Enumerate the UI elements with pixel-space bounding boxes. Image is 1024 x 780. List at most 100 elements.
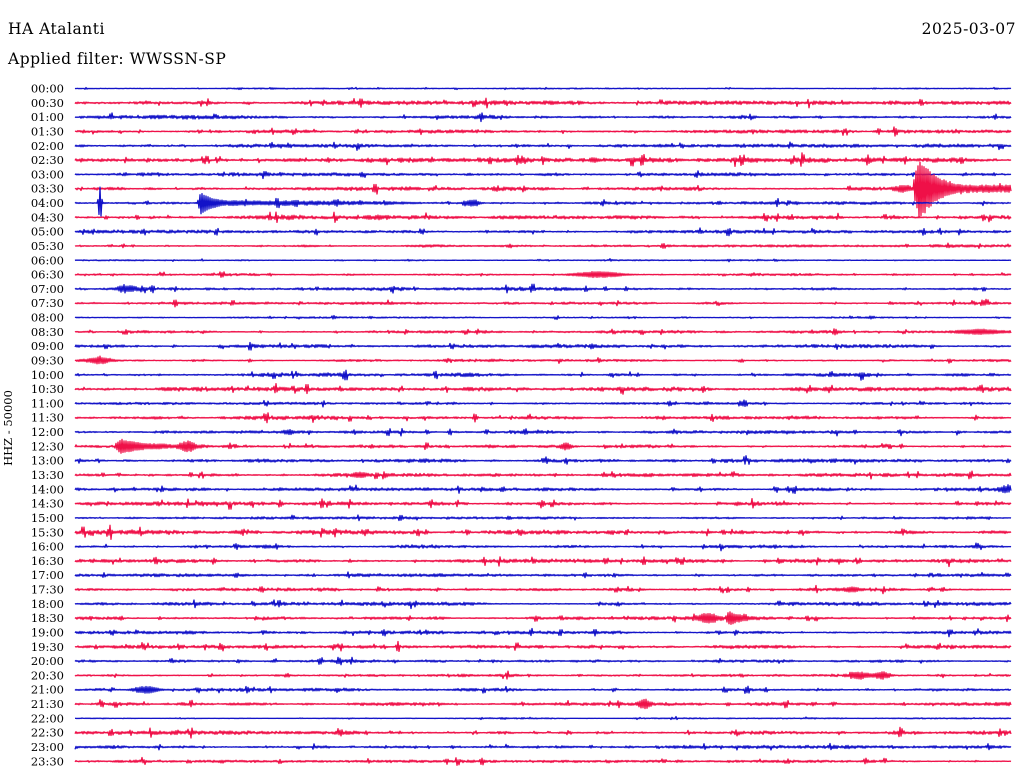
trace-16:00	[74, 542, 1012, 552]
trace-07:30	[74, 298, 1012, 308]
trace-05:30	[74, 242, 1012, 249]
time-label-01:30: 01:30	[31, 124, 64, 138]
time-label-08:30: 08:30	[31, 325, 64, 339]
time-label-20:30: 20:30	[31, 668, 64, 682]
time-label-23:30: 23:30	[31, 754, 64, 768]
trace-18:30	[74, 611, 1012, 625]
header: HA Atalanti 2025-03-07	[8, 20, 1016, 40]
time-label-17:00: 17:00	[31, 568, 64, 582]
trace-21:30	[74, 698, 1012, 710]
time-label-10:30: 10:30	[31, 382, 64, 396]
trace-23:30	[74, 756, 1012, 766]
trace-17:30	[74, 584, 1012, 595]
time-label-04:00: 04:00	[31, 196, 64, 210]
time-label-07:30: 07:30	[31, 296, 64, 310]
time-label-11:00: 11:00	[31, 396, 64, 410]
station-title: HA Atalanti	[8, 20, 105, 38]
trace-12:00	[74, 427, 1012, 437]
trace-06:30	[74, 271, 1012, 279]
trace-03:30	[74, 161, 1012, 219]
trace-13:30	[74, 470, 1012, 480]
trace-23:00	[74, 742, 1012, 751]
trace-rows	[74, 86, 1012, 766]
trace-13:00	[74, 455, 1012, 465]
trace-22:30	[74, 726, 1012, 739]
trace-10:30	[74, 382, 1012, 395]
time-label-08:00: 08:00	[31, 311, 64, 325]
time-label-15:30: 15:30	[31, 525, 64, 539]
trace-17:00	[74, 571, 1012, 579]
time-label-13:00: 13:00	[31, 454, 64, 468]
time-label-21:00: 21:00	[31, 683, 64, 697]
trace-04:00	[74, 186, 1012, 217]
trace-15:30	[74, 524, 1012, 540]
time-label-12:30: 12:30	[31, 439, 64, 453]
trace-20:30	[74, 670, 1012, 680]
trace-18:00	[74, 599, 1012, 610]
time-label-05:30: 05:30	[31, 239, 64, 253]
time-label-16:00: 16:00	[31, 540, 64, 554]
time-label-19:00: 19:00	[31, 626, 64, 640]
trace-02:30	[74, 152, 1012, 168]
trace-08:00	[74, 314, 1012, 321]
time-label-00:30: 00:30	[31, 96, 64, 110]
filter-label: Applied filter: WWSSN-SP	[8, 50, 227, 68]
time-label-11:30: 11:30	[31, 411, 64, 425]
trace-16:30	[74, 556, 1012, 568]
time-label-05:00: 05:00	[31, 225, 64, 239]
trace-22:00	[74, 715, 1012, 721]
time-label-19:30: 19:30	[31, 640, 64, 654]
time-label-02:30: 02:30	[31, 153, 64, 167]
trace-19:30	[74, 640, 1012, 653]
date-label: 2025-03-07	[921, 20, 1016, 38]
trace-08:30	[74, 328, 1012, 336]
trace-06:00	[74, 258, 1012, 263]
trace-10:00	[74, 369, 1012, 381]
time-labels: 00:0000:3001:0001:3002:0002:3003:0003:30…	[31, 82, 64, 769]
time-label-01:00: 01:00	[31, 110, 64, 124]
trace-01:30	[74, 126, 1012, 137]
time-label-15:00: 15:00	[31, 511, 64, 525]
trace-19:00	[74, 627, 1012, 638]
time-label-03:00: 03:00	[31, 167, 64, 181]
time-label-06:00: 06:00	[31, 253, 64, 267]
time-label-10:00: 10:00	[31, 368, 64, 382]
trace-00:00	[74, 86, 1012, 91]
trace-03:00	[74, 170, 1012, 180]
time-label-09:30: 09:30	[31, 354, 64, 368]
trace-14:00	[74, 484, 1012, 495]
trace-07:00	[74, 283, 1012, 294]
trace-09:30	[74, 355, 1012, 365]
trace-05:00	[74, 227, 1012, 237]
time-label-20:00: 20:00	[31, 654, 64, 668]
time-label-18:30: 18:30	[31, 611, 64, 625]
time-label-04:30: 04:30	[31, 210, 64, 224]
time-label-02:00: 02:00	[31, 139, 64, 153]
time-label-16:30: 16:30	[31, 554, 64, 568]
time-label-14:00: 14:00	[31, 482, 64, 496]
time-label-18:00: 18:00	[31, 597, 64, 611]
time-label-22:00: 22:00	[31, 711, 64, 725]
time-label-14:30: 14:30	[31, 497, 64, 511]
time-label-22:30: 22:30	[31, 726, 64, 740]
time-label-03:30: 03:30	[31, 182, 64, 196]
trace-21:00	[74, 685, 1012, 694]
trace-11:30	[74, 412, 1012, 424]
trace-15:00	[74, 514, 1012, 522]
trace-11:00	[74, 399, 1012, 408]
time-label-23:00: 23:00	[31, 740, 64, 754]
trace-00:30	[74, 97, 1012, 109]
trace-09:00	[74, 341, 1012, 351]
trace-04:30	[74, 211, 1012, 224]
trace-01:00	[74, 112, 1012, 123]
time-label-09:00: 09:00	[31, 339, 64, 353]
time-label-00:00: 00:00	[31, 82, 64, 96]
time-label-13:30: 13:30	[31, 468, 64, 482]
trace-12:30	[74, 438, 1012, 454]
time-label-07:00: 07:00	[31, 282, 64, 296]
trace-14:30	[74, 498, 1012, 510]
time-label-12:00: 12:00	[31, 425, 64, 439]
time-label-21:30: 21:30	[31, 697, 64, 711]
